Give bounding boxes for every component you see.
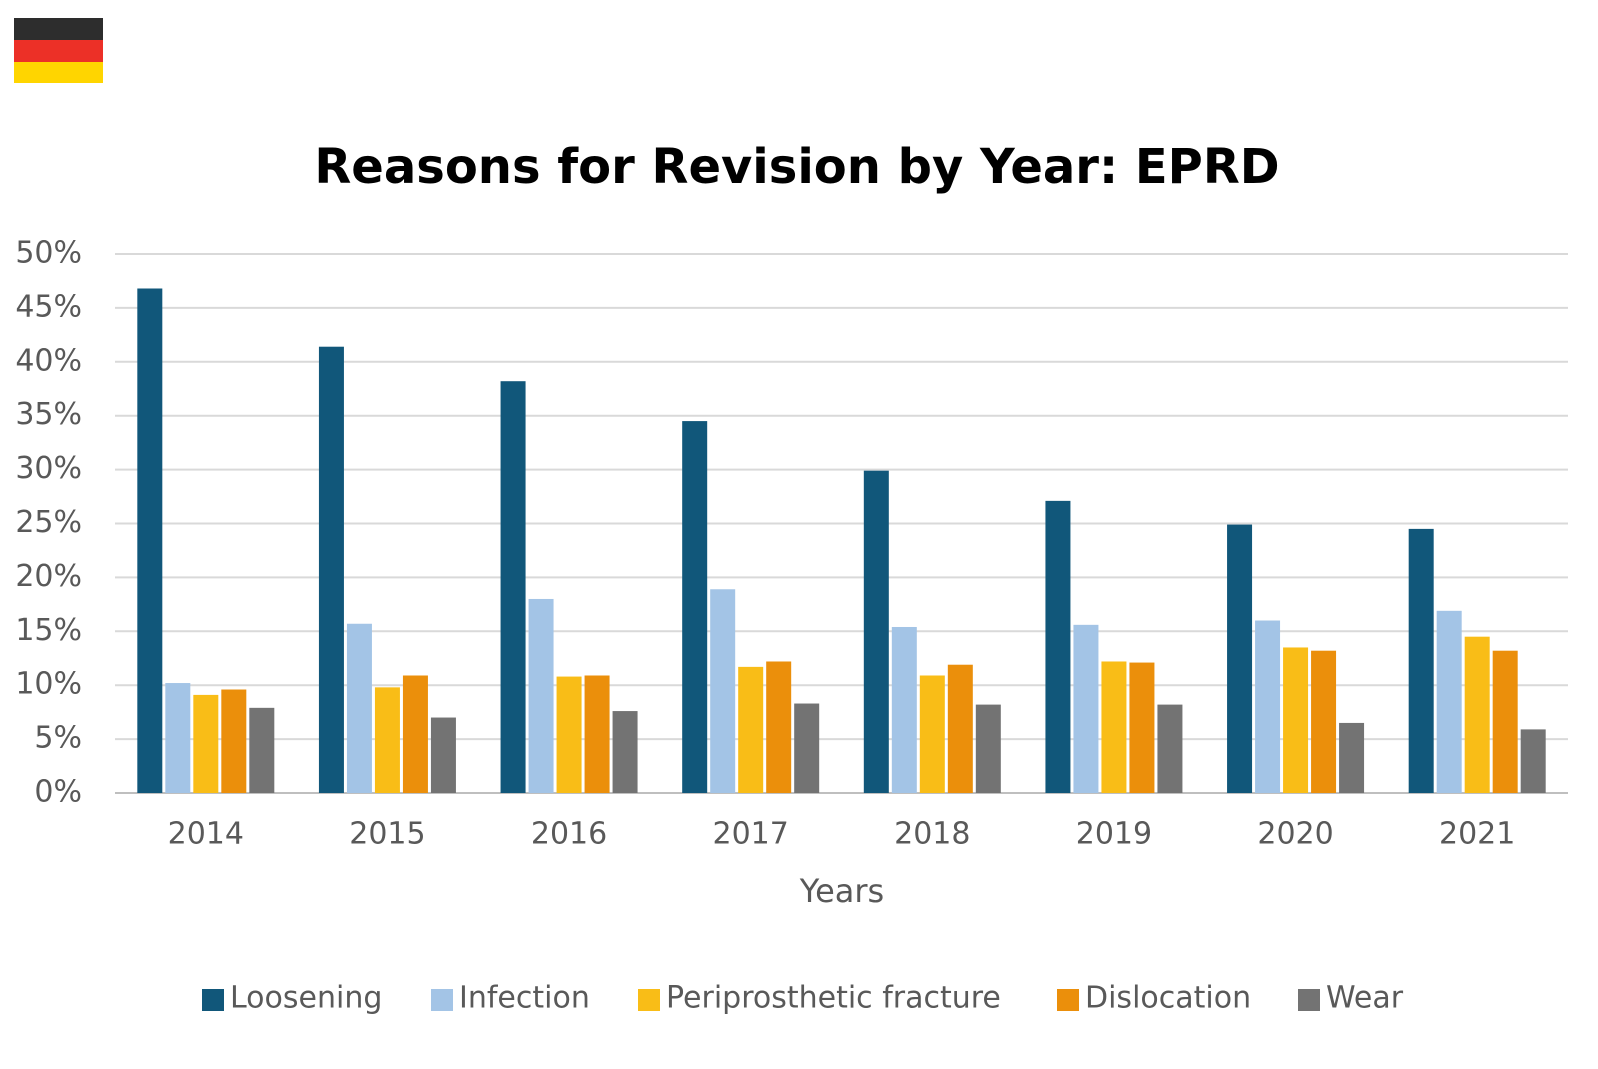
- bar: [165, 683, 191, 793]
- legend-label: Wear: [1326, 981, 1404, 1016]
- bar: [249, 707, 275, 793]
- legend-label: Dislocation: [1085, 981, 1251, 1016]
- bar: [1311, 650, 1337, 793]
- bar: [1101, 661, 1127, 793]
- y-tick-label: 5%: [34, 721, 82, 756]
- y-tick-label: 40%: [15, 343, 82, 378]
- legend-swatch: [431, 989, 453, 1011]
- bar: [528, 598, 554, 793]
- bar: [318, 346, 344, 793]
- x-tick-label: 2015: [349, 817, 425, 852]
- x-tick-label: 2014: [168, 817, 244, 852]
- bar: [1073, 624, 1099, 793]
- legend-label: Loosening: [230, 981, 382, 1016]
- bar: [1492, 650, 1518, 793]
- x-tick-label: 2018: [894, 817, 970, 852]
- y-tick-label: 20%: [15, 559, 82, 594]
- y-tick-label: 10%: [15, 667, 82, 702]
- y-tick-label: 15%: [15, 613, 82, 648]
- bar: [1408, 528, 1434, 793]
- bar: [794, 703, 820, 793]
- bar: [430, 717, 456, 793]
- bar: [1520, 729, 1546, 793]
- bar: [374, 687, 400, 793]
- flag: [14, 18, 103, 83]
- bar: [612, 711, 638, 793]
- y-tick-label: 50%: [15, 236, 82, 271]
- bar: [500, 381, 526, 793]
- bar: [766, 661, 792, 793]
- flag-stripe: [14, 62, 103, 83]
- bar: [193, 694, 219, 793]
- y-tick-label: 0%: [34, 775, 82, 810]
- legend-swatch: [202, 989, 224, 1011]
- x-axis-label: Years: [799, 872, 884, 910]
- legend-swatch: [638, 989, 660, 1011]
- x-tick-label: 2021: [1439, 817, 1515, 852]
- y-tick-label: 45%: [15, 289, 82, 324]
- bar: [863, 470, 889, 793]
- bar: [1045, 500, 1071, 793]
- chart-title: Reasons for Revision by Year: EPRD: [314, 139, 1279, 195]
- y-tick-label: 35%: [15, 397, 82, 432]
- bar: [556, 676, 582, 793]
- x-tick-label: 2017: [713, 817, 789, 852]
- y-tick-label: 25%: [15, 505, 82, 540]
- bar: [1157, 704, 1183, 793]
- legend-swatch: [1298, 989, 1320, 1011]
- legend-swatch: [1057, 989, 1079, 1011]
- x-tick-label: 2020: [1257, 817, 1333, 852]
- bar: [1255, 620, 1281, 793]
- bar: [919, 675, 945, 793]
- x-tick-label: 2016: [531, 817, 607, 852]
- bar: [346, 623, 372, 793]
- bar: [402, 675, 428, 793]
- bar: [1129, 662, 1155, 793]
- bar: [947, 664, 973, 793]
- bar: [682, 421, 708, 793]
- bar: [1464, 636, 1490, 793]
- flag-stripe: [14, 18, 103, 40]
- legend-label: Infection: [459, 981, 590, 1016]
- bar: [137, 288, 163, 793]
- bar: [584, 675, 610, 793]
- bar: [891, 626, 917, 793]
- bar: [1227, 524, 1253, 793]
- bar: [221, 689, 247, 793]
- bar: [738, 666, 764, 793]
- x-tick-label: 2019: [1076, 817, 1152, 852]
- bar: [710, 589, 736, 793]
- flag-stripe: [14, 40, 103, 62]
- bar: [1436, 610, 1462, 793]
- legend-label: Periprosthetic fracture: [666, 981, 1001, 1016]
- bar: [975, 704, 1001, 793]
- bar: [1283, 647, 1309, 793]
- y-tick-label: 30%: [15, 451, 82, 486]
- bar: [1339, 722, 1365, 793]
